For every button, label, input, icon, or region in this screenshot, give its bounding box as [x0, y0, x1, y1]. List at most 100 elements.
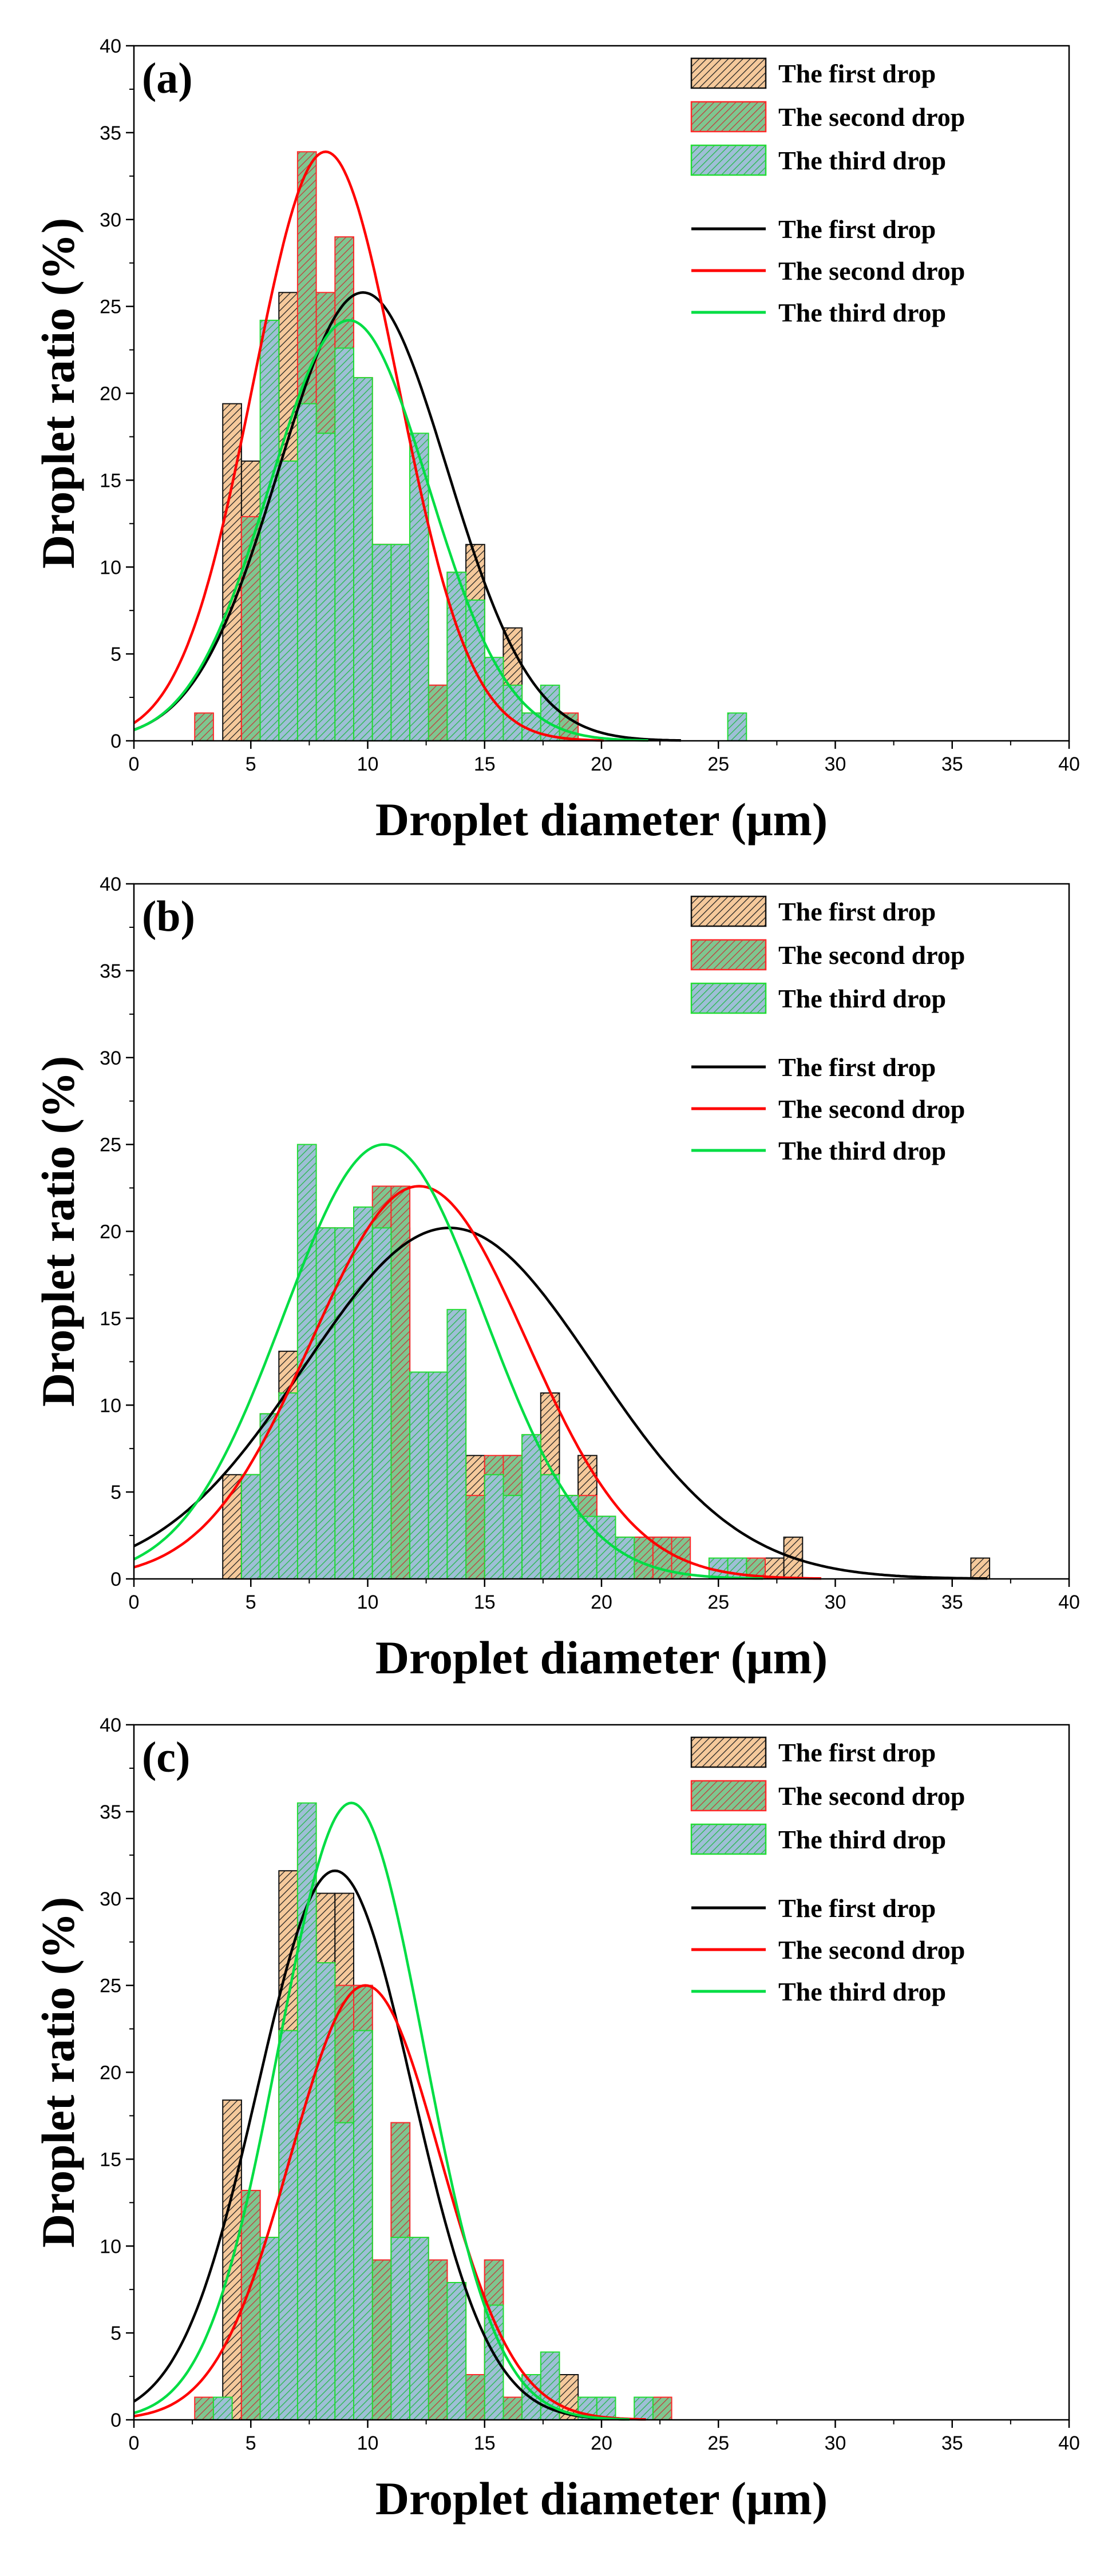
y-tick-label: 30: [100, 1047, 121, 1069]
y-tick-label: 20: [100, 2062, 121, 2084]
y-tick-label: 25: [100, 1975, 121, 1997]
hist-bar-third-drop: [428, 1371, 448, 1579]
legend-hist-swatch-third: [690, 144, 767, 176]
hist-bar-third-drop: [278, 2030, 298, 2421]
y-tick-label: 25: [100, 1134, 121, 1156]
panel-c: 0 5 10 15 20 25 30 35 40 0 5 10 15 20 25 30 35 40 (c) Dro…: [32, 1714, 1080, 2525]
fit-curve-second-drop: [133, 1984, 646, 2421]
hist-bar-third-drop: [540, 1474, 560, 1580]
legend-hist-first-label: The first drop: [778, 897, 936, 926]
fit-curves: [133, 1143, 988, 1580]
legend: The first drop The second drop The third…: [690, 57, 965, 327]
legend-hist-swatch-third: [690, 1823, 767, 1855]
legend-line-first-label: The first drop: [778, 1894, 936, 1923]
hist-bar-third-drop: [315, 432, 336, 741]
x-tick-label: 40: [1058, 753, 1080, 775]
legend-hist-first-label: The first drop: [778, 1738, 936, 1767]
hist-bar-third-drop: [390, 2237, 411, 2421]
x-tick-label: 20: [591, 1591, 612, 1613]
fit-curves: [133, 1801, 646, 2421]
panel-b: 0 5 10 15 20 25 30 35 40 0 5 10 15 20 25 30 35 40 (b) Dro…: [32, 874, 1080, 1684]
hist-bar-third-drop: [315, 1962, 336, 2421]
x-tick-label: 15: [474, 1591, 496, 1613]
legend-hist-second-label: The second drop: [778, 940, 965, 970]
y-tick-label: 35: [100, 960, 121, 982]
fit-curve-third-drop: [133, 319, 648, 742]
legend-hist-second-label: The second drop: [778, 102, 965, 132]
hist-bar-second-drop: [371, 2259, 392, 2421]
x-tick-label: 10: [357, 1591, 379, 1613]
x-axis-title: Droplet diameter (μm): [375, 2472, 828, 2525]
legend-hist-swatch-first: [690, 1736, 767, 1768]
x-tick-label: 0: [129, 1591, 140, 1613]
hist-bar-third-drop: [353, 1206, 373, 1579]
y-tick-label: 25: [100, 296, 121, 318]
hist-bar-third-drop: [446, 2282, 467, 2420]
x-tick-label: 40: [1058, 1591, 1080, 1613]
y-tick-label: 0: [110, 2410, 121, 2431]
y-tick-label: 10: [100, 1395, 121, 1416]
hist-bar-third-drop: [259, 1413, 280, 1579]
x-tick-label: 15: [474, 2432, 496, 2454]
x-tick-label: 40: [1058, 2432, 1080, 2454]
legend-line-first-label: The first drop: [778, 1053, 936, 1082]
hist-bar-first-drop: [783, 1537, 804, 1580]
legend-hist-swatch-second: [690, 1780, 767, 1812]
x-tick-label: 10: [357, 2432, 379, 2454]
legend-hist-swatch-third: [690, 982, 767, 1014]
y-tick-label: 15: [100, 2149, 121, 2170]
x-tick-label: 35: [941, 753, 963, 775]
x-axis-title: Droplet diameter (μm): [375, 793, 828, 846]
y-tick-label: 10: [100, 557, 121, 578]
hist-bar-first-drop: [970, 1557, 991, 1580]
y-tick-label: 40: [100, 35, 121, 57]
y-tick-label: 5: [110, 2323, 121, 2344]
hist-bar-second-drop: [465, 1495, 485, 1579]
legend-line-third-label: The third drop: [778, 298, 946, 327]
hist-bar-third-drop: [353, 2030, 373, 2421]
hist-bar-third-drop: [634, 2396, 654, 2420]
hist-bar-third-drop: [577, 1515, 597, 1579]
legend-hist-third-label: The third drop: [778, 984, 946, 1013]
axes: 0 5 10 15 20 25 30 35 40 0 5 10 15 20 25 30 35 40: [100, 35, 1080, 775]
hist-bar-second-drop: [194, 2396, 214, 2420]
y-tick-label: 10: [100, 2236, 121, 2257]
legend-line-first-label: The first drop: [778, 215, 936, 244]
hist-bar-third-drop: [212, 2396, 233, 2420]
hist-bar-second-drop: [240, 516, 261, 741]
panel-label: (a): [142, 54, 193, 102]
hist-bar-third-drop: [409, 2237, 429, 2421]
x-tick-label: 0: [129, 753, 140, 775]
y-tick-label: 0: [110, 1569, 121, 1590]
y-tick-label: 35: [100, 122, 121, 144]
legend-hist-swatch-second: [690, 101, 767, 133]
y-tick-label: 30: [100, 1888, 121, 1910]
x-tick-label: 35: [941, 1591, 963, 1613]
y-tick-label: 15: [100, 1308, 121, 1329]
legend-hist-swatch-first: [690, 57, 767, 89]
hist-bar-third-drop: [727, 712, 747, 742]
legend-line-second-label: The second drop: [778, 256, 965, 285]
hist-bar-third-drop: [540, 684, 560, 742]
hist-bar-third-drop: [278, 461, 298, 741]
x-axis-title: Droplet diameter (μm): [375, 1632, 828, 1684]
x-tick-label: 0: [129, 2432, 140, 2454]
axes: 0 5 10 15 20 25 30 35 40 0 5 10 15 20 25 30 35 40: [100, 874, 1080, 1613]
fit-curves: [133, 150, 681, 742]
axes: 0 5 10 15 20 25 30 35 40 0 5 10 15 20 25 30 35 40: [100, 1714, 1080, 2454]
hist-bar-third-drop: [390, 543, 411, 741]
y-axis-title: Droplet ratio (%): [32, 1056, 84, 1407]
hist-bar-second-drop: [502, 2396, 523, 2420]
x-tick-label: 25: [707, 1591, 729, 1613]
hist-bar-third-drop: [371, 543, 392, 741]
y-tick-label: 0: [110, 731, 121, 752]
fit-curve-third-drop: [133, 1801, 630, 2421]
x-tick-label: 5: [246, 753, 256, 775]
hist-bar-third-drop: [353, 377, 373, 741]
legend-hist-swatch-first: [690, 895, 767, 927]
legend-hist-third-label: The third drop: [778, 146, 946, 175]
hist-bar-third-drop: [446, 1309, 467, 1579]
x-tick-label: 5: [246, 2432, 256, 2454]
legend: The first drop The second drop The third…: [690, 895, 965, 1165]
